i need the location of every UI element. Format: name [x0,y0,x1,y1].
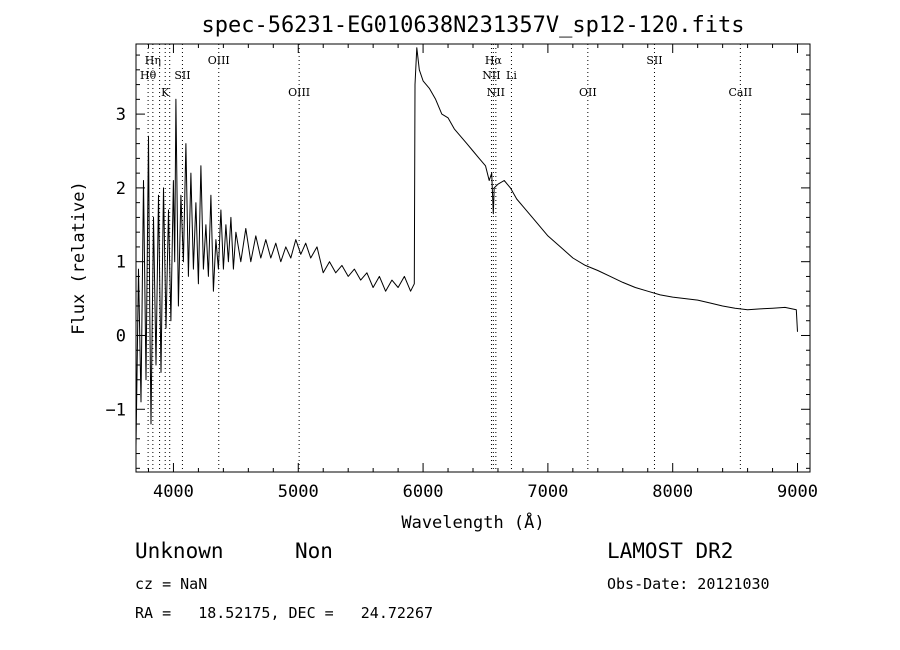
spectral-line-label: OII [579,86,597,99]
spectral-line-label: SII [174,69,190,82]
x-tick-label: 7000 [527,482,568,502]
x-tick-label: 8000 [652,482,693,502]
spectrum-line [135,47,798,447]
spectral-line-label: NII [482,69,500,82]
x-tick-label: 5000 [278,482,319,502]
object-class: Unknown [135,539,224,563]
x-tick-label: 9000 [777,482,818,502]
spectral-line-label: Hη [145,54,161,67]
ra-dec-coordinates: RA = 18.52175, DEC = 24.72267 [135,604,434,622]
spectral-line-label: CaII [729,86,753,99]
spectral-line-label: Li [506,69,517,82]
observation-date: Obs-Date: 20121030 [607,575,770,593]
x-axis-label: Wavelength (Å) [401,511,544,533]
chart-title: spec-56231-EG010638N231357V_sp12-120.fit… [201,13,744,38]
y-tick-label: 2 [116,179,126,199]
y-tick-label: 1 [116,253,126,273]
object-subclass: Non [295,539,333,563]
x-tick-label: 4000 [153,482,194,502]
y-tick-label: −1 [106,400,126,420]
survey-name: LAMOST DR2 [607,539,734,563]
y-tick-label: 3 [116,105,126,125]
y-axis-label: Flux (relative) [69,181,89,335]
spectral-line-label: OIII [208,54,230,67]
redshift-value: cz = NaN [135,575,208,593]
plot-frame [135,43,811,473]
y-tick-label: 0 [116,326,126,346]
spectral-line-label: OIII [288,86,310,99]
spectral-line-label: K [161,86,170,99]
x-tick-label: 6000 [403,482,444,502]
spectral-line-label: SII [646,54,662,67]
spectral-line-label: NII [487,86,505,99]
spectral-line-label: Hθ [140,69,157,82]
spectral-line-label: Hα [485,54,503,67]
